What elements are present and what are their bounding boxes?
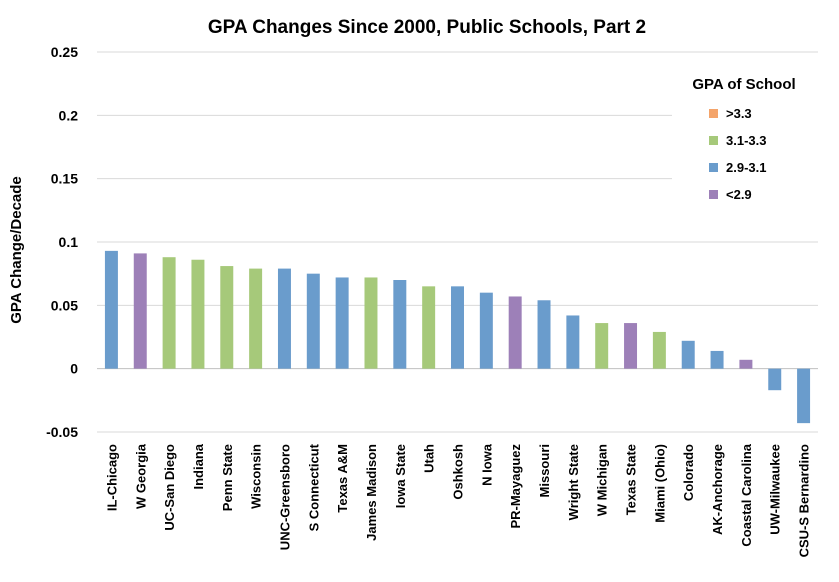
bar [797,368,811,424]
bar [104,250,118,369]
y-tick-label: 0.2 [59,107,79,123]
y-tick-label: 0.05 [51,297,78,313]
y-tick-label: -0.05 [46,424,78,440]
x-tick-label: Texas A&M [335,444,350,513]
bar [220,266,234,369]
bar [739,359,753,369]
y-tick-label: 0.25 [51,44,78,60]
bar [393,280,407,369]
bar [566,315,580,369]
x-tick-label: W Michigan [595,444,610,516]
x-tick-label: S Connecticut [306,443,321,531]
legend-title: GPA of School [692,76,795,93]
bar [508,296,522,369]
bar [710,350,724,369]
bar [595,323,609,369]
y-tick-label: 0.1 [59,234,79,250]
x-tick-label: Wisconsin [249,444,264,509]
bar [162,257,176,369]
legend-swatch [709,163,718,172]
x-tick-label: Iowa State [393,444,408,508]
legend: GPA of School >3.3 3.1-3.3 2.9-3.1 <2.9 [672,70,832,220]
x-tick-label: Oshkosh [451,444,466,500]
x-axis-ticks: IL-Chicago W Georgia UC-San Diego Indiana Pe… [104,443,811,557]
bar [451,286,464,369]
bar [249,268,263,369]
x-tick-label: Penn State [220,444,235,511]
x-tick-label: UW-Milwaukee [768,444,783,535]
x-tick-label: Texas State [624,444,639,515]
bar [537,300,551,369]
chart-title: GPA Changes Since 2000, Public Schools, … [208,17,646,38]
bar [422,286,436,369]
bar [681,340,695,369]
legend-label: <2.9 [726,187,752,202]
bar [277,268,291,369]
bar [335,277,349,369]
x-tick-label: W Georgia [133,443,148,509]
x-tick-label: CSU-S Bernardino [797,444,812,557]
x-tick-label: AK-Anchorage [710,444,725,535]
x-tick-label: PR-Mayaguez [508,444,523,529]
bar [652,331,666,369]
bar [191,259,205,369]
bar [306,273,320,369]
x-tick-label: N Iowa [479,443,494,486]
x-tick-label: IL-Chicago [104,444,119,511]
x-tick-label: Indiana [191,443,206,489]
legend-swatch [709,190,718,199]
x-tick-label: Miami (Ohio) [652,444,667,523]
y-axis-label: GPA Change/Decade [8,176,25,324]
x-tick-label: Utah [422,444,437,473]
x-tick-label: UNC-Greensboro [277,444,292,550]
bar [133,253,147,369]
bar [624,323,638,369]
x-tick-label: Coastal Carolina [739,443,754,546]
legend-label: >3.3 [726,106,752,121]
x-tick-label: Colorado [681,444,696,501]
bar [364,277,378,369]
legend-box [672,70,832,220]
y-tick-label: 0.15 [51,171,78,187]
x-tick-label: Wright State [566,444,581,520]
y-tick-label: 0 [70,361,78,377]
legend-swatch [709,136,718,145]
legend-label: 2.9-3.1 [726,160,766,175]
legend-swatch [709,109,718,118]
bars [104,250,811,424]
y-axis-ticks: -0.05 0 0.05 0.1 0.15 0.2 0.25 [46,44,78,440]
x-tick-label: UC-San Diego [162,444,177,531]
bar [768,368,782,391]
x-tick-label: James Madison [364,444,379,541]
legend-label: 3.1-3.3 [726,133,766,148]
x-tick-label: Missouri [537,444,552,497]
bar [479,292,493,369]
